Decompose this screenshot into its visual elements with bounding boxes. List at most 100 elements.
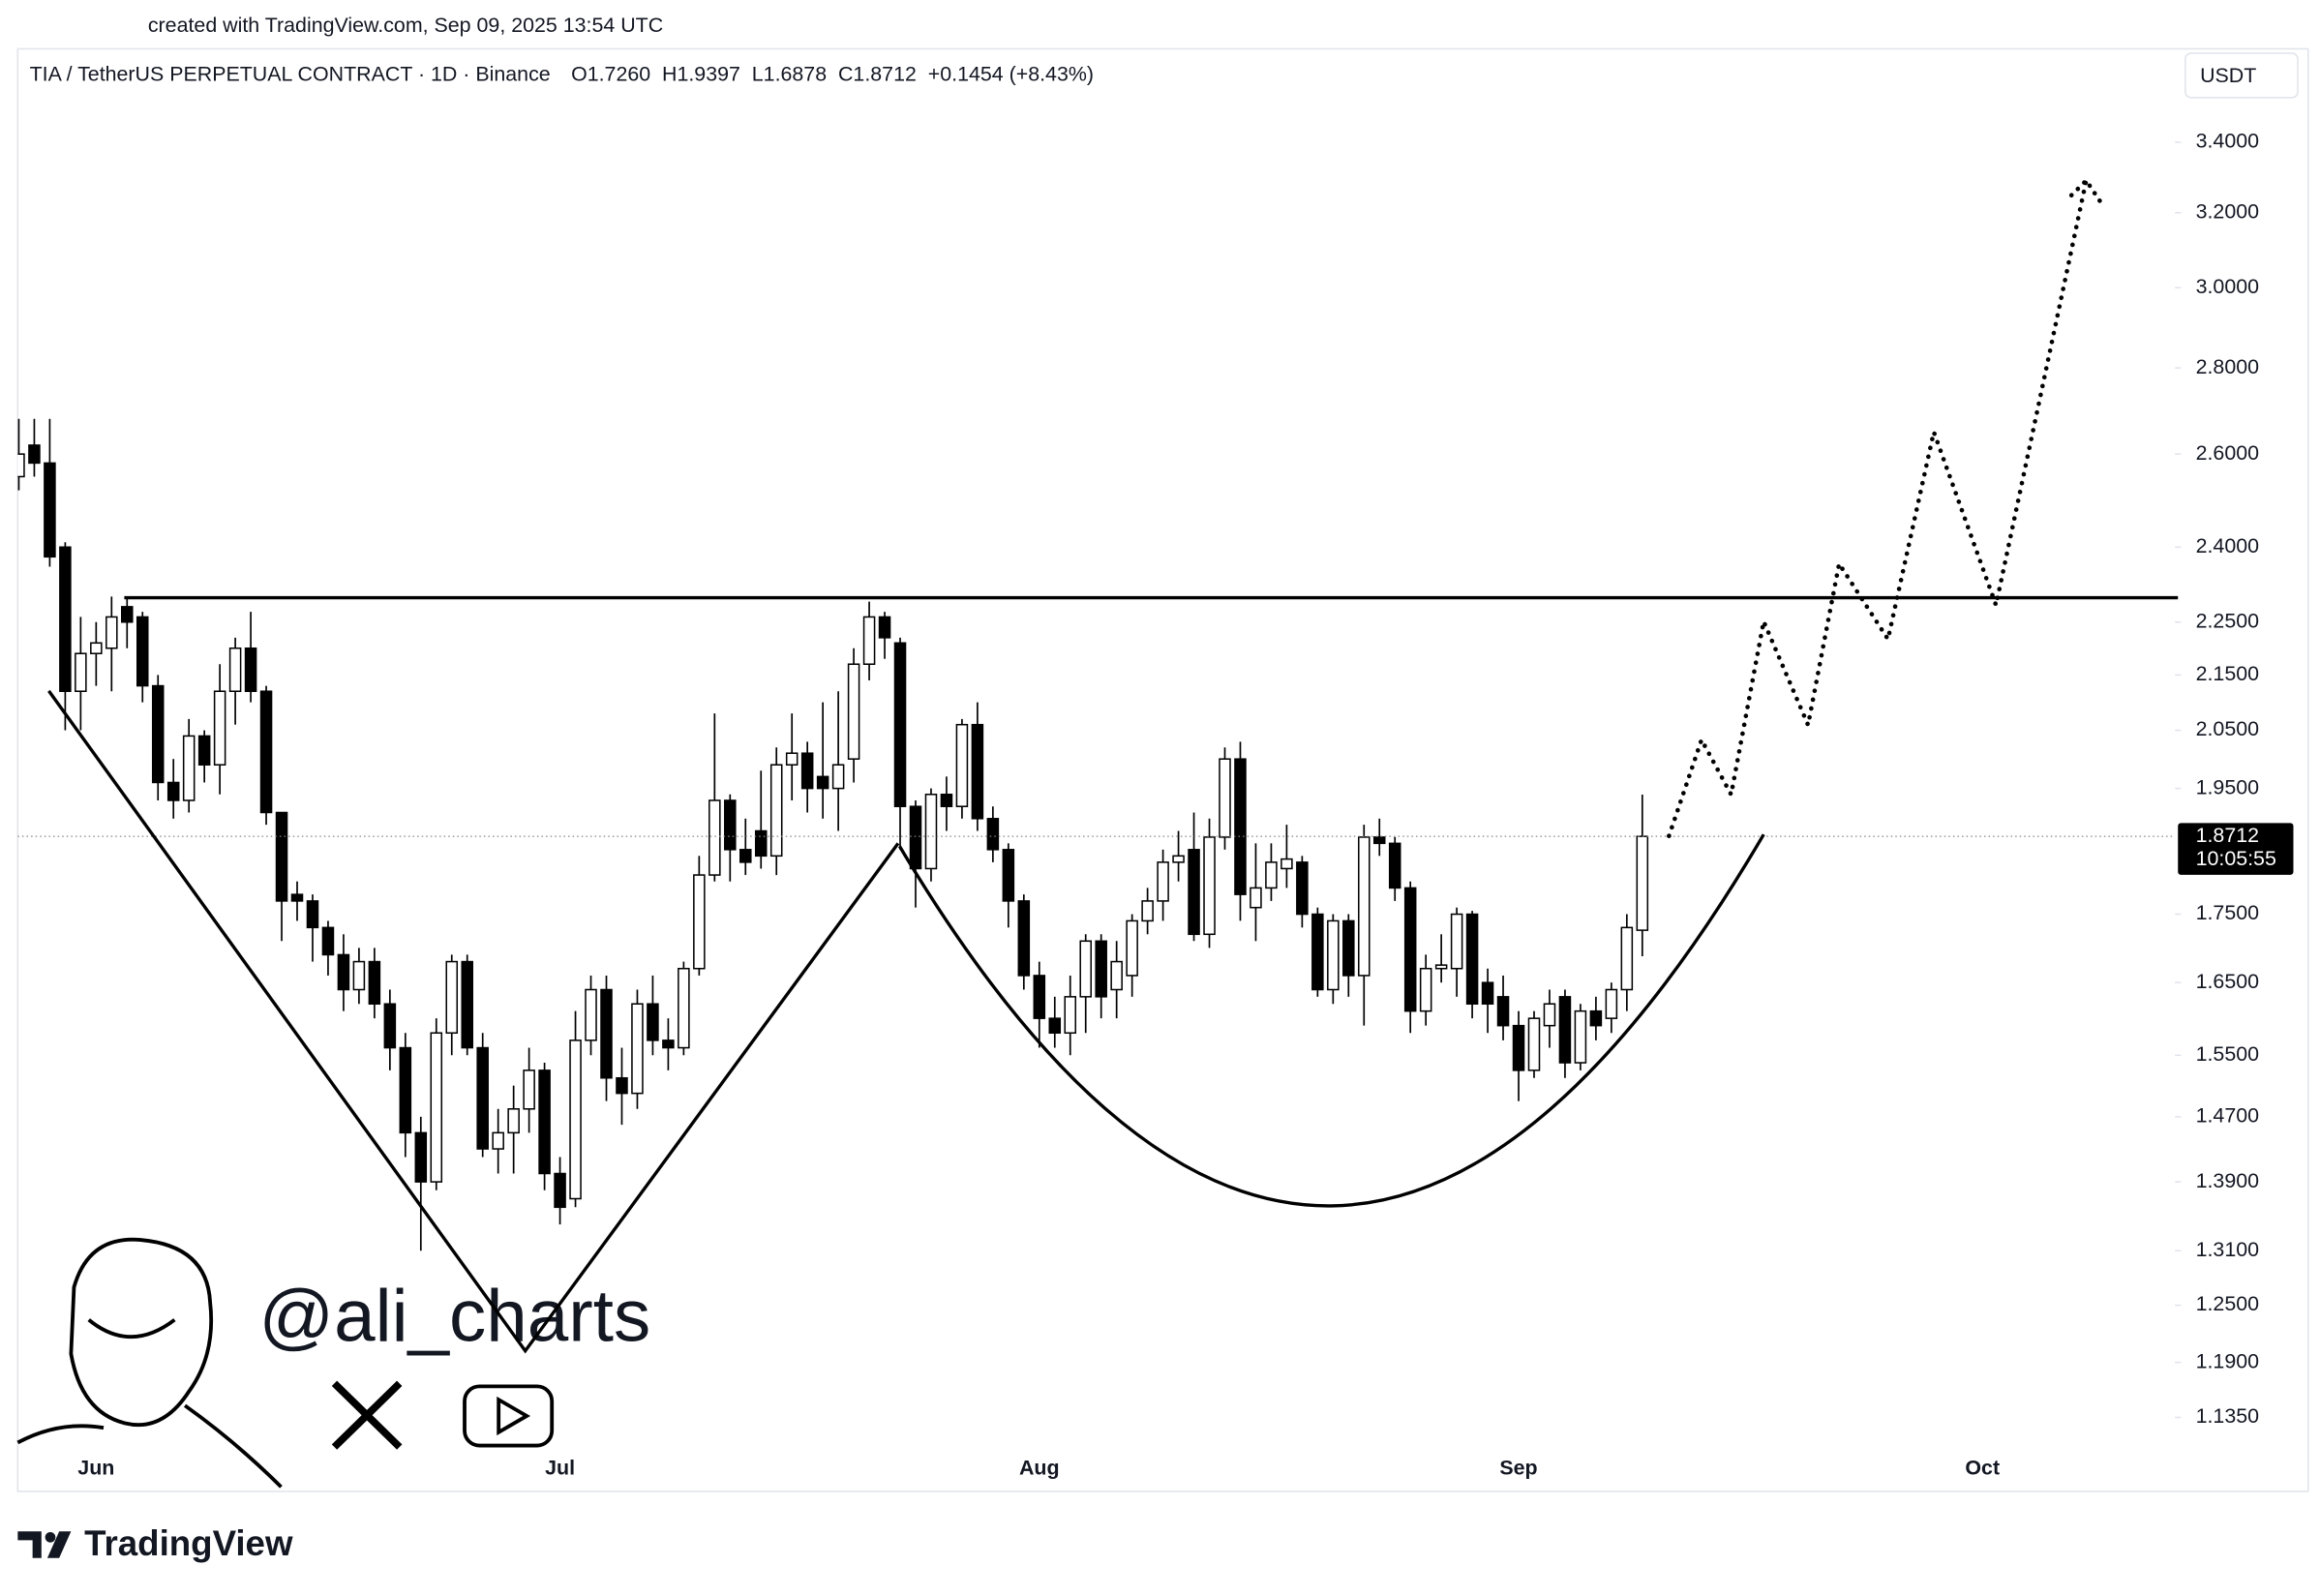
candle-body <box>924 794 938 870</box>
last-price-label: 1.8712 <box>2196 824 2259 847</box>
candle-body <box>352 960 366 991</box>
footer-logo: TradingView <box>17 1523 293 1563</box>
candle-body <box>244 647 257 692</box>
x-tick-label: Jul <box>545 1457 575 1480</box>
candle-body <box>523 1069 535 1110</box>
currency-button[interactable] <box>2184 52 2299 99</box>
candle-body <box>1620 926 1634 991</box>
candle-body <box>585 988 597 1041</box>
candle-body <box>785 752 798 766</box>
candle-body <box>1048 1017 1062 1035</box>
candle-body <box>693 874 706 970</box>
candle-body <box>44 462 56 558</box>
candle-body <box>1327 919 1340 991</box>
candle-body <box>1203 836 1216 936</box>
candle-body <box>182 735 196 801</box>
candle-body <box>1372 836 1386 845</box>
youtube-play <box>497 1396 531 1436</box>
candle-body <box>151 684 165 784</box>
candle-body <box>476 1046 489 1150</box>
x-tick-label: Oct <box>1965 1457 2000 1480</box>
candle-body <box>1636 835 1649 931</box>
y-tick-label: 2.1500 <box>2196 662 2260 685</box>
candle-body <box>337 953 350 991</box>
candle-body <box>1281 858 1293 870</box>
watermark: @ali_charts <box>16 1237 651 1489</box>
tv-icon <box>17 1531 72 1558</box>
candle-body <box>1605 988 1618 1019</box>
y-tick-label: 1.4700 <box>2196 1104 2260 1128</box>
candle-body <box>816 775 829 790</box>
candle-body <box>1558 996 1572 1064</box>
candle-body <box>940 794 953 807</box>
y-tick-label: 3.4000 <box>2196 130 2260 153</box>
ohlc-legend: O1.7260 H1.9397 L1.6878 C1.8712 +0.1454 … <box>571 63 1094 86</box>
candle-body <box>1419 967 1432 1012</box>
candle-body <box>1157 861 1169 902</box>
created-note: created with TradingView.com, Sep 09, 20… <box>148 14 663 37</box>
y-tick-label: 2.8000 <box>2196 355 2260 378</box>
watermark-handle: @ali_charts <box>259 1275 651 1357</box>
candle-body <box>1481 981 1494 1005</box>
annotations <box>47 176 2179 1354</box>
candle-body <box>1358 836 1371 977</box>
candle-body <box>971 723 984 820</box>
candle-body <box>1188 849 1200 936</box>
x-tick-label: Sep <box>1499 1457 1537 1480</box>
tv-icon-dot <box>45 1531 56 1543</box>
x-icon <box>331 1380 403 1450</box>
avatar-face <box>69 1237 214 1428</box>
candle-body <box>290 893 304 902</box>
symbol: TIA / TetherUS PERPETUAL CONTRACT · 1D ·… <box>30 63 551 86</box>
candle-body <box>1589 1009 1603 1027</box>
y-tick-label: 1.9500 <box>2196 775 2260 798</box>
candle-body <box>986 818 1000 851</box>
candle-body <box>1064 996 1077 1035</box>
candle-body <box>259 690 273 814</box>
candle-body <box>647 1003 659 1041</box>
candle-body <box>1574 1009 1587 1064</box>
candle-body <box>507 1108 520 1134</box>
candle-body <box>121 606 134 623</box>
candle-body <box>399 1046 412 1134</box>
currency[interactable]: USDT <box>2200 64 2256 87</box>
candle-body <box>769 764 783 858</box>
candle-body <box>213 690 226 766</box>
candle-body <box>306 900 319 929</box>
y-tick-label: 1.3900 <box>2196 1169 2260 1192</box>
x-tick-label: Aug <box>1019 1457 1060 1480</box>
candle-body <box>75 652 87 692</box>
y-tick-label: 2.0500 <box>2196 717 2260 740</box>
candle-body <box>445 960 459 1035</box>
y-tick-label: 1.6500 <box>2196 970 2260 993</box>
candle-body <box>1543 1003 1556 1027</box>
candle-body <box>1512 1024 1525 1071</box>
candle-body <box>1219 758 1231 838</box>
candle-body <box>724 799 737 851</box>
candle-body <box>878 616 891 639</box>
candle-body <box>662 1039 675 1049</box>
candle-body <box>831 764 845 790</box>
y-tick-label: 3.0000 <box>2196 275 2260 298</box>
candle-body <box>1141 900 1154 922</box>
candle-body <box>136 616 149 687</box>
plot <box>17 418 2176 1251</box>
candle-body <box>1434 964 1448 970</box>
y-tick-label: 1.3100 <box>2196 1238 2260 1261</box>
candle-body <box>1017 900 1031 977</box>
candle-body <box>1126 919 1138 977</box>
candle-body <box>166 781 180 801</box>
candle-body <box>1465 913 1479 1005</box>
candle-body <box>17 453 25 478</box>
candle-body <box>616 1076 628 1095</box>
candle-body <box>1311 913 1324 991</box>
x-tick-label: Jun <box>77 1457 114 1480</box>
candle-body <box>1342 919 1355 977</box>
candle-body <box>909 805 922 870</box>
projection-path <box>1667 178 2089 839</box>
candle-body <box>1250 887 1262 909</box>
candle-body <box>90 642 103 654</box>
y-tick-label: 1.7500 <box>2196 901 2260 924</box>
candle-body <box>538 1069 551 1175</box>
